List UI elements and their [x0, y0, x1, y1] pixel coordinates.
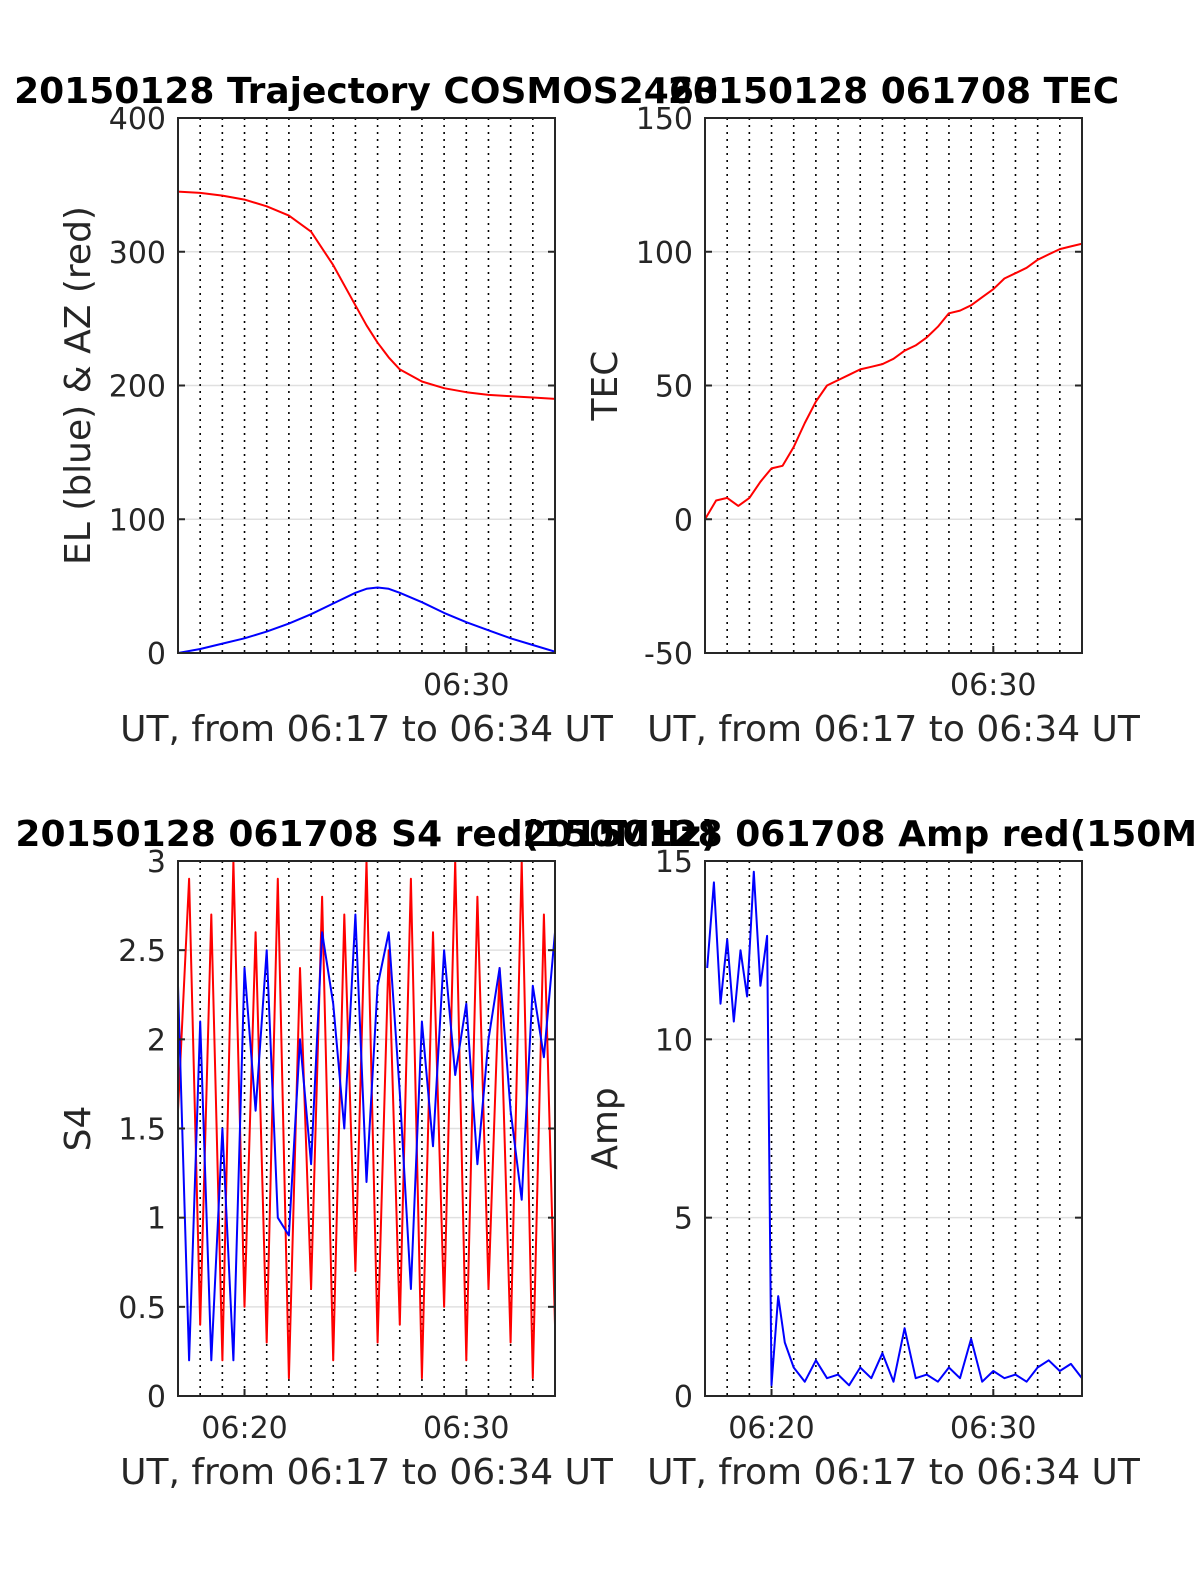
y-tick-label: -50 — [644, 637, 693, 672]
x-tick-label: 06:30 — [423, 1411, 509, 1446]
amp-panel: 0 5 10 15 06:20 06:30 UT, from 06:17 to 06:34 … — [522, 814, 1200, 1493]
az-line — [178, 190, 555, 400]
y-tick-label: 10 — [655, 1023, 693, 1058]
y-tick-label: 200 — [109, 370, 166, 405]
chart-title: 20150128 061708 Amp red(150MHz) — [522, 814, 1200, 855]
y-tick-label: 2 — [147, 1023, 166, 1058]
x-axis-label: UT, from 06:17 to 06:34 UT — [647, 709, 1141, 750]
chart-title: 20150128 061708 TEC — [668, 71, 1119, 112]
y-axis-label: EL (blue) & AZ (red) — [58, 206, 99, 565]
x-tick-label: 06:20 — [728, 1411, 814, 1446]
x-axis-label: UT, from 06:17 to 06:34 UT — [120, 709, 614, 750]
y-tick-label: 0 — [674, 1380, 693, 1415]
s4-red-line — [178, 861, 555, 1380]
tec-line — [705, 242, 1082, 520]
y-tick-label: 0.5 — [118, 1291, 166, 1326]
el-line — [178, 586, 555, 653]
y-axis-label: Amp — [585, 1087, 626, 1170]
s4-panel: 0 0.5 1 1.5 2 2.5 3 06:20 06:30 UT, from 06:17 to… — [15, 814, 717, 1493]
y-tick-label: 400 — [109, 102, 166, 137]
x-axis-label: UT, from 06:17 to 06:34 UT — [647, 1452, 1141, 1493]
y-tick-label: 50 — [655, 370, 693, 405]
y-tick-label: 3 — [147, 845, 166, 880]
x-tick-label: 06:20 — [201, 1411, 287, 1446]
y-tick-label: 5 — [674, 1202, 693, 1237]
chart-title: 20150128 Trajectory COSMOS2463 — [14, 71, 719, 112]
amp-line — [706, 870, 1082, 1387]
y-tick-label: 0 — [147, 1380, 166, 1415]
y-tick-label: 100 — [636, 236, 693, 271]
tec-panel: -50 0 50 100 150 06:30 UT, from 06:17 to 06:34… — [585, 71, 1141, 750]
x-tick-label: 06:30 — [423, 668, 509, 703]
trajectory-panel: 0 100 200 300 400 06:30 UT, from 06:17 to 06:3… — [14, 71, 719, 750]
y-tick-label: 300 — [109, 236, 166, 271]
y-tick-label: 15 — [655, 845, 693, 880]
x-tick-label: 06:30 — [950, 668, 1036, 703]
chart-title: 20150128 061708 S4 red(150MHz) — [15, 814, 717, 855]
y-tick-label: 0 — [674, 503, 693, 538]
y-axis-label: TEC — [585, 351, 626, 422]
y-tick-label: 2.5 — [118, 934, 166, 969]
x-axis-label: UT, from 06:17 to 06:34 UT — [120, 1452, 614, 1493]
axes-frame — [704, 860, 1083, 1397]
s4-blue-line — [178, 913, 555, 1362]
y-tick-label: 0 — [147, 637, 166, 672]
y-tick-label: 1.5 — [118, 1113, 166, 1148]
y-tick-label: 1 — [147, 1202, 166, 1237]
y-tick-label: 150 — [636, 102, 693, 137]
y-tick-label: 100 — [109, 503, 166, 538]
x-tick-label: 06:30 — [950, 1411, 1036, 1446]
y-axis-label: S4 — [58, 1106, 99, 1152]
